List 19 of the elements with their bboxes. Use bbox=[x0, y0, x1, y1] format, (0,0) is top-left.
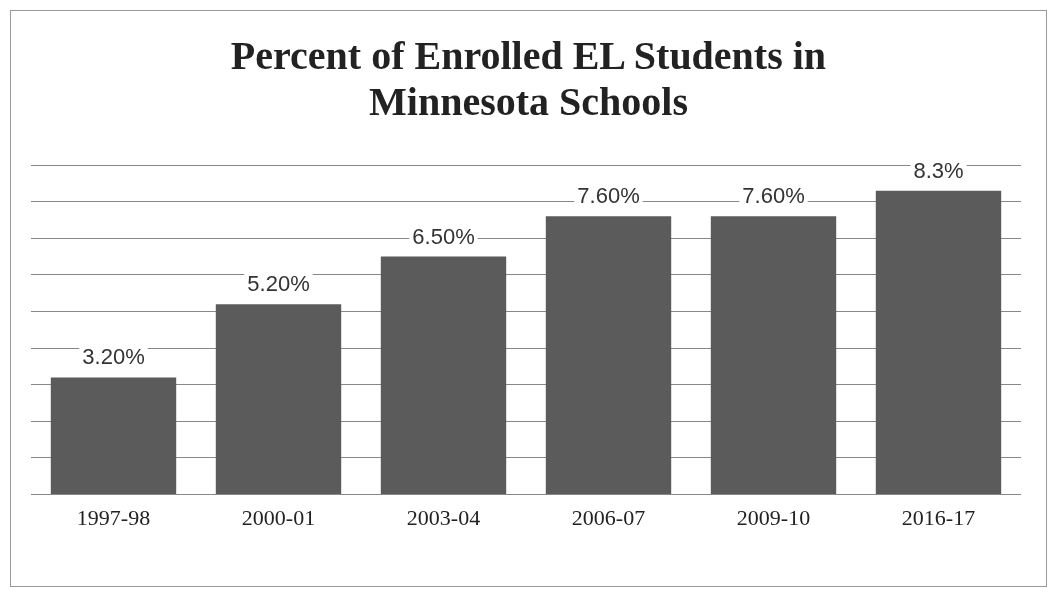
x-tick-label: 2009-10 bbox=[736, 504, 811, 530]
bar bbox=[380, 256, 507, 495]
data-label: 5.20% bbox=[247, 271, 310, 297]
data-label: 7.60% bbox=[742, 183, 805, 209]
bar bbox=[710, 216, 837, 495]
bar bbox=[215, 304, 342, 495]
data-label: 6.50% bbox=[412, 223, 475, 249]
x-tick-label: 2006-07 bbox=[571, 504, 646, 530]
bar bbox=[50, 377, 177, 495]
x-tick-label: 2000-01 bbox=[241, 504, 316, 530]
x-tick-label: 1997-98 bbox=[76, 504, 151, 530]
x-tick-label: 2003-04 bbox=[406, 504, 481, 530]
data-label: 3.20% bbox=[82, 344, 145, 370]
data-label: 7.60% bbox=[577, 183, 640, 209]
chart-title: Percent of Enrolled EL Students in Minnesota Schools bbox=[229, 33, 828, 125]
data-label: 8.3% bbox=[913, 157, 964, 183]
bar bbox=[545, 216, 672, 495]
bar bbox=[875, 190, 1002, 495]
x-tick-label: 2016-17 bbox=[901, 504, 976, 530]
